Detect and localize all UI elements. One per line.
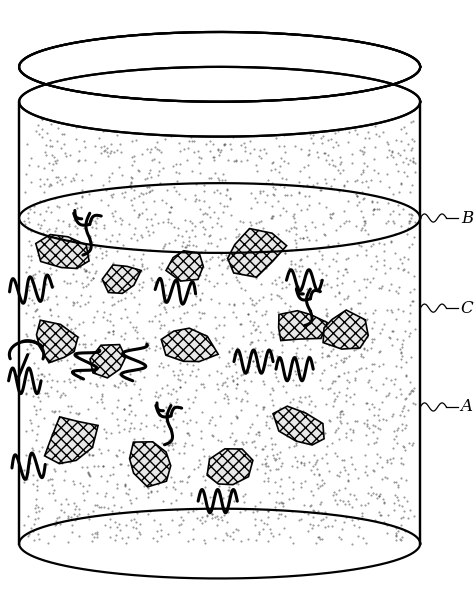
Polygon shape bbox=[90, 345, 126, 378]
Polygon shape bbox=[36, 235, 89, 269]
Polygon shape bbox=[45, 417, 98, 464]
Polygon shape bbox=[228, 228, 287, 277]
Polygon shape bbox=[19, 67, 420, 136]
Polygon shape bbox=[166, 251, 203, 281]
Polygon shape bbox=[273, 406, 324, 445]
Polygon shape bbox=[129, 442, 171, 487]
Text: A: A bbox=[461, 398, 473, 416]
Text: B: B bbox=[461, 209, 473, 227]
Polygon shape bbox=[19, 67, 420, 578]
Polygon shape bbox=[102, 265, 141, 294]
Polygon shape bbox=[19, 32, 420, 102]
Polygon shape bbox=[279, 311, 327, 340]
Polygon shape bbox=[323, 310, 368, 349]
Polygon shape bbox=[19, 32, 420, 102]
Polygon shape bbox=[36, 320, 78, 363]
Text: C: C bbox=[461, 299, 474, 317]
Polygon shape bbox=[207, 449, 253, 484]
Polygon shape bbox=[161, 328, 218, 362]
